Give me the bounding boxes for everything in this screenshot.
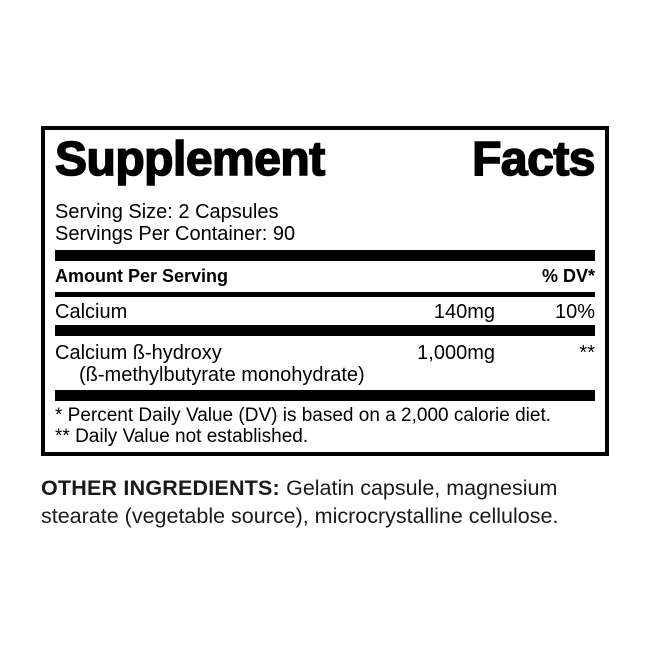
divider-thick-middle [55,325,595,336]
nutrient-dv: 10% [554,301,595,323]
table-header-row: Amount Per Serving % DV* [55,265,595,287]
nutrient-name: Calcium [55,301,128,323]
divider-thick-top [55,250,595,261]
divider-thick-bottom [55,390,595,401]
other-ingredients-paragraph: OTHER INGREDIENTS: Gelatin capsule, magn… [41,474,619,530]
nutrient-name: Calcium ß-hydroxy [55,342,222,364]
other-ingredients-text: Gelatin capsule, magnesium stearate (veg… [41,476,559,528]
footnotes: * Percent Daily Value (DV) is based on a… [55,405,595,447]
nutrient-subline: (ß-methylbutyrate monohydrate) [79,364,365,386]
amount-per-serving-header: Amount Per Serving [55,266,229,286]
supplement-facts-panel: Supplement Facts Serving Size: 2 Capsule… [41,126,609,456]
nutrient-amount: 1,000mg [417,342,495,364]
serving-size-line: Serving Size: 2 Capsules [55,201,279,223]
nutrient-amount: 140mg [433,301,495,323]
footnote-dv-not-established: ** Daily Value not established. [55,426,309,447]
table-row-calcium-b-hydroxy: Calcium ß-hydroxy 1,000mg ** [55,342,595,364]
percent-dv-header: % DV* [541,266,595,286]
footnote-percent-dv: * Percent Daily Value (DV) is based on a… [55,405,552,426]
other-ingredients-label: OTHER INGREDIENTS: [41,476,287,500]
servings-per-container-line: Servings Per Container: 90 [55,223,296,245]
nutrient-dv: ** [579,342,595,364]
panel-title-word-facts: Facts [471,133,596,186]
panel-title: Supplement Facts [54,133,596,186]
table-row-calcium: Calcium 140mg 10% [55,301,595,323]
serving-info: Serving Size: 2 Capsules Servings Per Co… [55,201,595,245]
divider-under-header [55,292,595,297]
panel-title-word-supplement: Supplement [54,133,326,186]
